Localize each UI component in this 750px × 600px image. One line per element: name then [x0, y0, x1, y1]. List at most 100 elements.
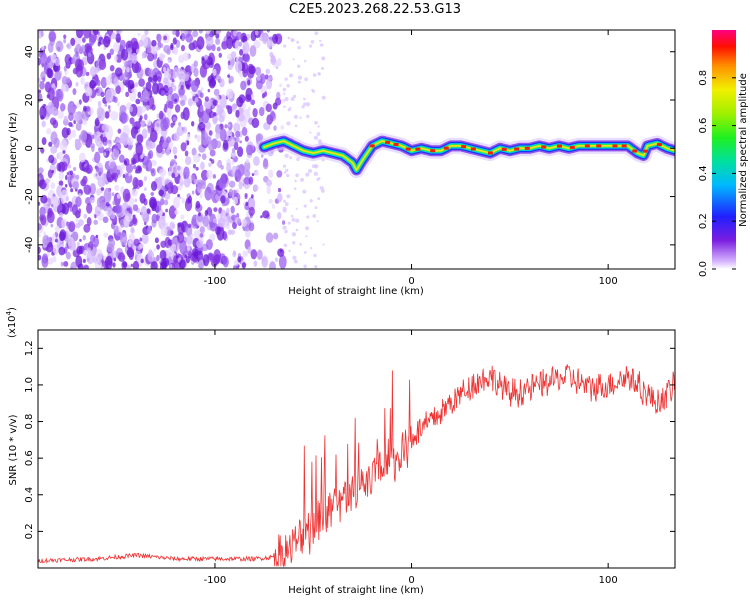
noise-speckle — [171, 172, 176, 179]
noise-speckle — [177, 222, 182, 228]
trace-peak — [556, 144, 562, 148]
noise-speckle — [214, 30, 222, 35]
noise-speckle — [149, 198, 158, 209]
noise-speckle — [241, 126, 248, 136]
noise-speckle — [272, 33, 279, 44]
trace-peak — [501, 147, 507, 151]
noise-speckle — [251, 194, 254, 199]
noise-speckle — [171, 79, 175, 83]
noise-speckle — [277, 193, 283, 203]
noise-speckle — [46, 201, 49, 205]
noise-speckle — [230, 51, 237, 59]
noise-speckle — [185, 83, 190, 90]
noise-speckle — [61, 161, 68, 172]
noise-speckle — [117, 50, 122, 56]
noise-speckle — [236, 31, 242, 40]
noise-speckle — [131, 87, 137, 94]
noise-speckle — [255, 79, 263, 90]
noise-speckle — [198, 122, 206, 131]
noise-speckle — [262, 160, 269, 170]
noise-speckle — [228, 75, 234, 84]
noise-speckle — [178, 54, 185, 64]
noise-speckle — [38, 233, 41, 238]
noise-speckle — [55, 88, 63, 100]
noise-speckle — [134, 198, 138, 203]
noise-speckle — [193, 153, 201, 163]
noise-speckle — [85, 105, 91, 112]
noise-speckle — [295, 228, 299, 232]
noise-speckle — [208, 253, 214, 261]
noise-speckle — [264, 91, 268, 97]
noise-speckle — [118, 154, 125, 163]
noise-speckle — [145, 104, 150, 111]
noise-speckle — [75, 174, 80, 180]
noise-speckle — [262, 210, 270, 219]
noise-speckle — [147, 46, 152, 54]
trace-peak — [405, 147, 411, 151]
trace-peak — [461, 145, 467, 149]
x-tick-label: -100 — [204, 276, 227, 287]
noise-speckle — [182, 73, 190, 82]
noise-speckle — [201, 110, 210, 124]
noise-speckle — [196, 179, 204, 189]
noise-speckle — [156, 33, 162, 43]
noise-speckle — [196, 36, 205, 50]
noise-speckle — [83, 249, 87, 256]
noise-speckle — [94, 260, 103, 269]
noise-speckle — [47, 87, 55, 101]
noise-speckle — [160, 257, 168, 269]
noise-speckle — [222, 139, 229, 150]
noise-speckle — [83, 264, 89, 269]
noise-speckle — [97, 107, 106, 122]
noise-speckle — [157, 75, 162, 83]
noise-speckle — [217, 217, 226, 228]
noise-speckle — [204, 121, 211, 130]
noise-speckle — [192, 40, 198, 50]
noise-speckle — [215, 132, 220, 140]
noise-speckle — [199, 233, 204, 238]
noise-speckle — [212, 99, 218, 106]
noise-speckle — [180, 100, 186, 107]
noise-speckle — [312, 73, 317, 77]
noise-speckle — [41, 137, 47, 146]
noise-speckle — [233, 259, 240, 267]
noise-speckle — [119, 232, 128, 246]
noise-speckle — [133, 238, 140, 247]
noise-speckle — [317, 125, 320, 128]
noise-speckle — [316, 220, 319, 223]
noise-speckle — [305, 226, 310, 231]
noise-speckle — [209, 233, 216, 242]
colorbar-tick-label: 0.2 — [698, 213, 709, 229]
noise-speckle — [113, 150, 120, 158]
noise-speckle — [122, 261, 128, 268]
noise-speckle — [50, 145, 58, 154]
noise-speckle — [198, 30, 203, 34]
noise-speckle — [270, 54, 276, 63]
noise-speckle — [40, 31, 44, 37]
noise-speckle — [173, 196, 180, 209]
noise-speckle — [144, 187, 147, 192]
noise-speckle — [231, 148, 236, 154]
noise-speckle — [78, 99, 82, 105]
noise-speckle — [81, 37, 86, 43]
noise-speckle — [108, 177, 112, 182]
noise-speckle — [284, 96, 289, 102]
noise-speckle — [83, 105, 87, 112]
noise-speckle — [126, 66, 130, 73]
noise-speckle — [93, 172, 97, 179]
noise-speckle — [201, 153, 207, 161]
noise-speckle — [170, 230, 174, 235]
noise-speckle — [171, 223, 176, 228]
noise-speckle — [193, 60, 199, 68]
noise-speckle — [317, 177, 321, 180]
noise-speckle — [120, 163, 126, 170]
noise-speckle — [94, 118, 100, 127]
noise-speckle — [221, 40, 229, 50]
noise-speckle — [38, 77, 41, 83]
noise-speckle — [100, 91, 105, 98]
noise-speckle — [204, 209, 209, 216]
noise-speckle — [70, 261, 77, 269]
noise-speckle — [46, 56, 51, 63]
noise-speckle — [259, 30, 264, 34]
noise-speckle — [195, 166, 199, 171]
